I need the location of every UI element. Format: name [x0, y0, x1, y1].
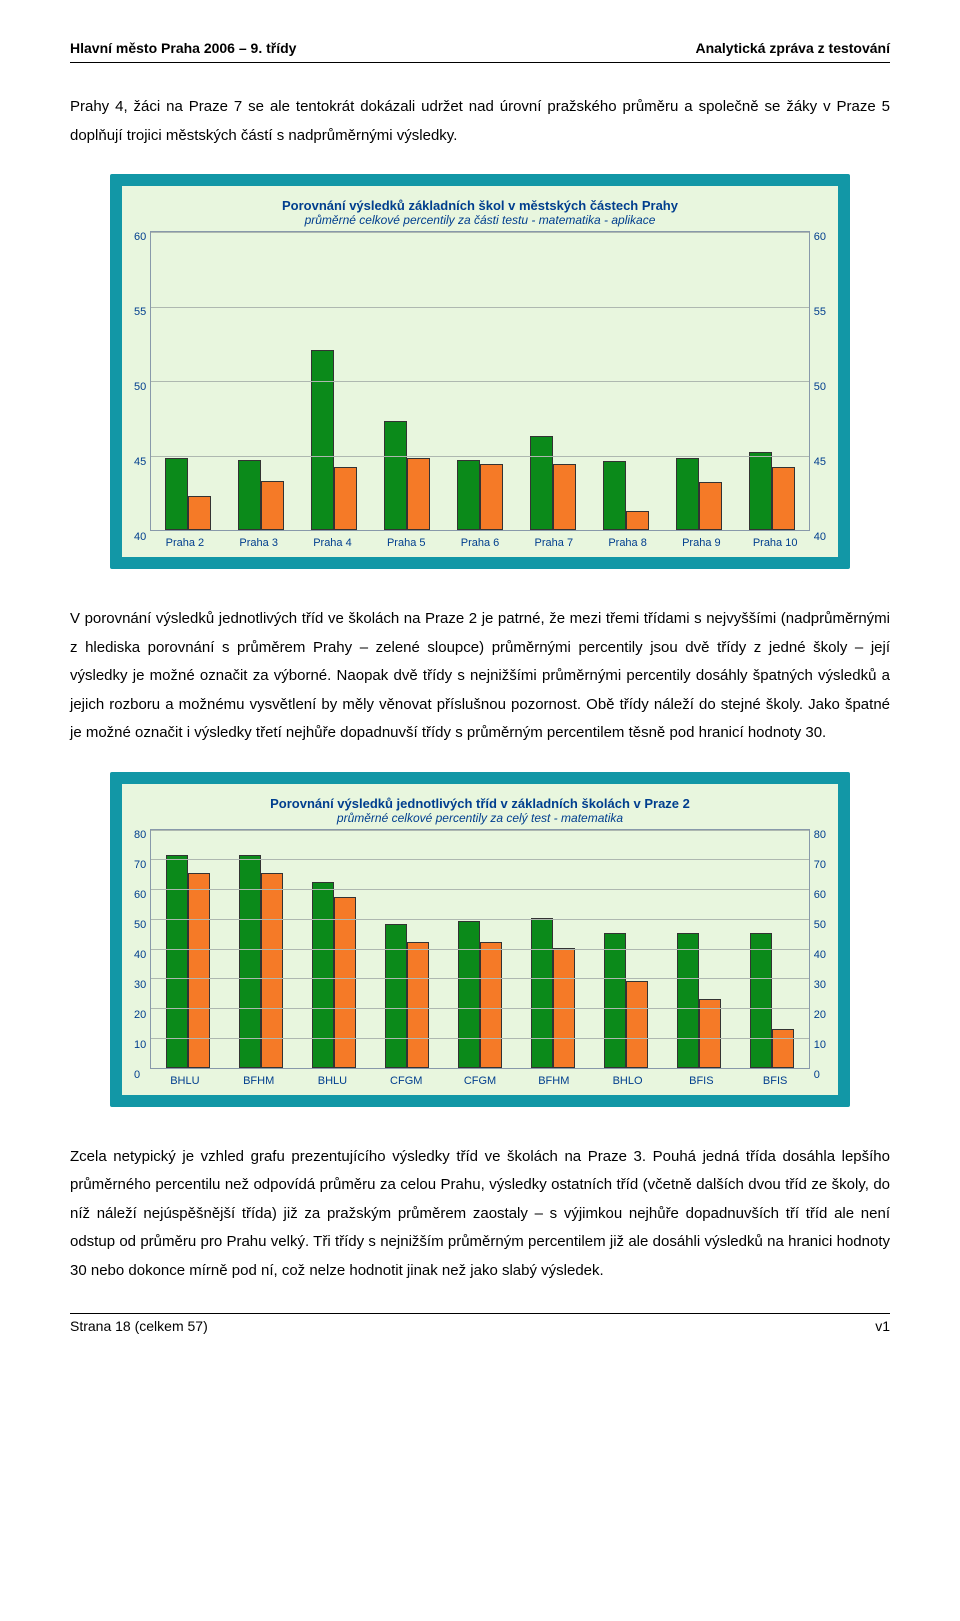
bar-green [750, 933, 772, 1068]
bar-group [603, 461, 649, 530]
bar-orange [480, 942, 502, 1068]
chart1-inner: Porovnání výsledků základních škol v měs… [122, 186, 838, 557]
header-rule [70, 62, 890, 63]
bar-group [312, 882, 356, 1068]
chart1-container: Porovnání výsledků základních škol v měs… [110, 174, 850, 569]
chart1-xlabels: Praha 2Praha 3Praha 4Praha 5Praha 6Praha… [130, 537, 830, 549]
bar-orange [553, 464, 576, 530]
bar-group [239, 855, 283, 1068]
bar-group [385, 924, 429, 1068]
bar-group [457, 460, 503, 531]
bar-group [165, 458, 211, 530]
bar-group [311, 350, 357, 530]
paragraph-1: Prahy 4, žáci na Praze 7 se ale tentokrá… [70, 93, 890, 150]
bar-group [677, 933, 721, 1068]
x-label: Praha 6 [443, 537, 517, 549]
bar-group [749, 452, 795, 530]
x-label: BHLU [296, 1075, 370, 1087]
chart2-yaxis-left: 80706050403020100 [130, 829, 150, 1069]
bar-green [531, 918, 553, 1068]
footer-rule [70, 1313, 890, 1314]
bar-group [458, 921, 502, 1068]
bar-orange [772, 1029, 794, 1068]
bar-orange [334, 897, 356, 1068]
x-label: Praha 5 [369, 537, 443, 549]
x-label: Praha 7 [517, 537, 591, 549]
bar-green [312, 882, 334, 1068]
bar-green [603, 461, 626, 530]
bar-group [238, 460, 284, 531]
bar-orange [772, 467, 795, 530]
bar-orange [699, 482, 722, 530]
x-label: BFHM [517, 1075, 591, 1087]
bar-group [530, 436, 576, 531]
x-label: Praha 2 [148, 537, 222, 549]
bar-green [311, 350, 334, 530]
chart1-yaxis-left: 6055504540 [130, 231, 150, 531]
x-label: Praha 4 [296, 537, 370, 549]
bar-group [676, 458, 722, 530]
x-label: CFGM [369, 1075, 443, 1087]
bar-green [385, 924, 407, 1068]
chart1-plot [150, 231, 810, 531]
chart1-title: Porovnání výsledků základních škol v měs… [130, 198, 830, 213]
paragraph-3: Zcela netypický je vzhled grafu prezentu… [70, 1143, 890, 1286]
x-label: Praha 10 [738, 537, 812, 549]
bar-orange [334, 467, 357, 530]
bar-green [604, 933, 626, 1068]
bar-group [166, 855, 210, 1068]
header-left: Hlavní město Praha 2006 – 9. třídy [70, 40, 296, 56]
bar-green [238, 460, 261, 531]
bar-orange [407, 942, 429, 1068]
bar-group [384, 421, 430, 531]
header-right: Analytická zpráva z testování [695, 40, 890, 56]
bar-orange [480, 464, 503, 530]
chart2-yaxis-right: 80706050403020100 [810, 829, 830, 1069]
bar-green [530, 436, 553, 531]
page-header: Hlavní město Praha 2006 – 9. třídy Analy… [70, 40, 890, 56]
chart1-yaxis-right: 6055504540 [810, 231, 830, 531]
page-footer: Strana 18 (celkem 57) v1 [70, 1318, 890, 1334]
chart2-xlabels: BHLUBFHMBHLUCFGMCFGMBFHMBHLOBFISBFIS [130, 1075, 830, 1087]
x-label: BFIS [664, 1075, 738, 1087]
bar-green [676, 458, 699, 530]
chart2-plot [150, 829, 810, 1069]
bar-group [750, 933, 794, 1068]
x-label: Praha 3 [222, 537, 296, 549]
bar-green [165, 458, 188, 530]
x-label: BHLO [591, 1075, 665, 1087]
bar-green [458, 921, 480, 1068]
paragraph-2: V porovnání výsledků jednotlivých tříd v… [70, 605, 890, 748]
bar-green [677, 933, 699, 1068]
x-label: Praha 8 [591, 537, 665, 549]
footer-left: Strana 18 (celkem 57) [70, 1318, 208, 1334]
bar-group [604, 933, 648, 1068]
x-label: BFHM [222, 1075, 296, 1087]
bar-green [457, 460, 480, 531]
x-label: CFGM [443, 1075, 517, 1087]
bar-green [384, 421, 407, 531]
footer-right: v1 [875, 1318, 890, 1334]
bar-orange [261, 481, 284, 531]
bar-green [749, 452, 772, 530]
bar-group [531, 918, 575, 1068]
chart2-inner: Porovnání výsledků jednotlivých tříd v z… [122, 784, 838, 1095]
bar-orange [626, 511, 649, 531]
x-label: BFIS [738, 1075, 812, 1087]
chart1-subtitle: průměrné celkové percentily za části tes… [130, 213, 830, 227]
chart2-subtitle: průměrné celkové percentily za celý test… [130, 811, 830, 825]
bar-green [166, 855, 188, 1068]
chart2-container: Porovnání výsledků jednotlivých tříd v z… [110, 772, 850, 1107]
bar-orange [188, 496, 211, 531]
bar-green [239, 855, 261, 1068]
bar-orange [626, 981, 648, 1068]
x-label: Praha 9 [664, 537, 738, 549]
bar-orange [407, 458, 430, 530]
chart2-title: Porovnání výsledků jednotlivých tříd v z… [130, 796, 830, 811]
x-label: BHLU [148, 1075, 222, 1087]
